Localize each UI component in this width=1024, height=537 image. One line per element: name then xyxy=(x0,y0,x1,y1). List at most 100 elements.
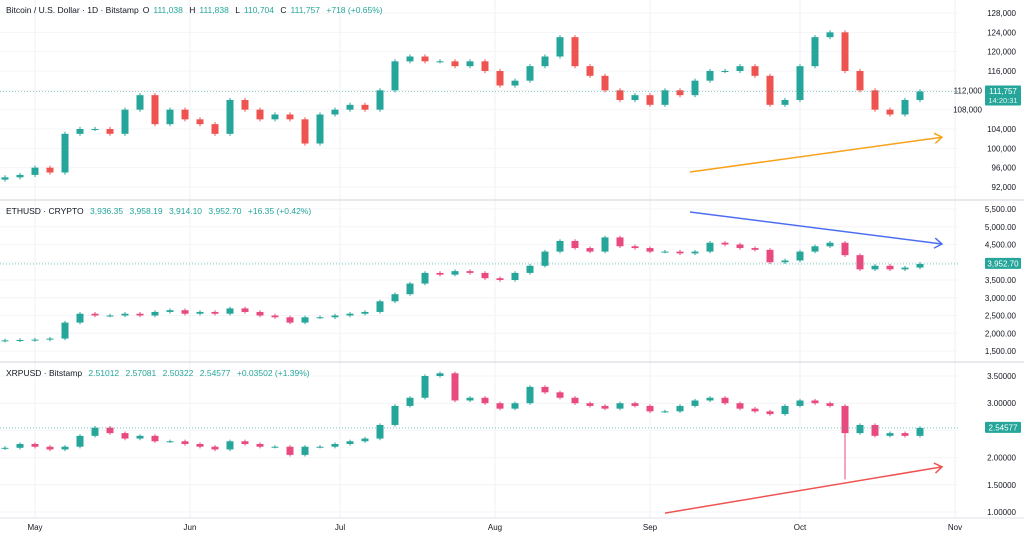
x-tick-label-jul: Jul xyxy=(335,523,345,532)
btc-candle xyxy=(376,88,384,112)
btc-candle xyxy=(31,165,39,178)
xrp-trendline-arrowhead-icon xyxy=(933,462,944,474)
xrp-legend: XRPUSD · Bitstamp 2.51012 2.57081 2.5032… xyxy=(6,368,314,378)
eth-candle-body xyxy=(541,251,549,266)
eth-candle xyxy=(556,239,564,254)
eth-candle-body xyxy=(46,338,54,340)
xrp-candle xyxy=(151,434,159,443)
eth-candle xyxy=(511,271,519,282)
btc-candle xyxy=(196,117,204,127)
eth-close: 3,952.70 xyxy=(208,206,242,216)
btc-candle-body xyxy=(151,95,159,125)
eth-trendline-arrow xyxy=(689,211,943,245)
xrp-candle xyxy=(676,404,684,413)
btc-y-tick-label: 120,000 xyxy=(987,48,1016,57)
xrp-candle xyxy=(496,401,504,411)
xrp-candle-body xyxy=(91,427,99,436)
eth-candle-body xyxy=(691,251,699,254)
xrp-candle-body xyxy=(31,444,39,447)
eth-y-tick-label: 5,000.00 xyxy=(985,223,1017,232)
eth-candle-body xyxy=(841,242,849,256)
btc-candle-body xyxy=(466,61,474,67)
xrp-candle xyxy=(391,404,399,427)
xrp-candle-body xyxy=(796,400,804,406)
btc-candle-body xyxy=(841,32,849,71)
eth-candle-body xyxy=(601,237,609,252)
btc-candle xyxy=(811,35,819,69)
eth-candle-body xyxy=(796,251,804,261)
eth-candle-body xyxy=(316,317,324,319)
eth-y-tick-label: 2,000.00 xyxy=(985,329,1017,338)
xrp-candle xyxy=(91,426,99,438)
xrp-candle xyxy=(451,371,459,403)
xrp-candle-body xyxy=(661,411,669,413)
eth-last-price-badge xyxy=(985,257,1021,269)
btc-candle-body xyxy=(556,37,564,57)
xrp-candle xyxy=(721,396,729,405)
xrp-candle xyxy=(556,390,564,400)
eth-candle-body xyxy=(451,271,459,275)
btc-candle xyxy=(406,54,414,64)
btc-candle-body xyxy=(286,114,294,120)
x-tick-label-oct: Oct xyxy=(794,523,807,532)
btc-last-price-badge xyxy=(985,85,1021,106)
xrp-candle-body xyxy=(706,397,714,401)
btc-y-tick-label: 128,000 xyxy=(987,9,1016,18)
eth-low: 3,914.10 xyxy=(168,206,203,216)
eth-candle xyxy=(886,264,894,272)
eth-candle-body xyxy=(736,244,744,249)
xrp-candle xyxy=(331,442,339,449)
eth-candle xyxy=(496,276,504,282)
eth-candle xyxy=(271,313,279,319)
xrp-candle-body xyxy=(571,397,579,404)
xrp-candle xyxy=(226,439,234,452)
xrp-candle-body xyxy=(331,444,339,447)
btc-candle xyxy=(871,88,879,112)
xrp-candle xyxy=(76,434,84,449)
btc-candle-body xyxy=(856,71,864,91)
eth-candle-body xyxy=(421,272,429,284)
btc-candle xyxy=(346,102,354,112)
btc-candle xyxy=(61,131,69,175)
eth-candle xyxy=(811,244,819,254)
btc-candle xyxy=(121,107,129,136)
btc-candle-body xyxy=(121,109,129,134)
xrp-candle xyxy=(361,436,369,443)
eth-candle xyxy=(526,264,534,275)
xrp-candle xyxy=(601,404,609,411)
btc-y-tick-label: 96,000 xyxy=(992,164,1017,173)
btc-candle xyxy=(916,89,924,103)
btc-candle xyxy=(286,112,294,122)
btc-candle xyxy=(496,68,504,88)
x-tick-label-sep: Sep xyxy=(643,523,658,532)
btc-candle xyxy=(631,93,639,103)
eth-candle xyxy=(871,264,879,272)
btc-candle xyxy=(16,172,24,180)
eth-candle xyxy=(106,313,114,318)
eth-candle-body xyxy=(751,248,759,250)
btc-candle-body xyxy=(196,119,204,125)
btc-candle-body xyxy=(271,114,279,120)
btc-candle xyxy=(661,88,669,107)
eth-candle xyxy=(706,241,714,254)
eth-candle xyxy=(781,258,789,264)
xrp-candle xyxy=(466,396,474,403)
btc-candle-body xyxy=(751,66,759,76)
xrp-candle xyxy=(826,401,834,408)
btc-candle-body xyxy=(1,177,9,180)
xrp-candle-body xyxy=(466,397,474,401)
xrp-candle xyxy=(166,439,174,443)
btc-candle-body xyxy=(316,114,324,144)
eth-candle-body xyxy=(1,340,9,342)
btc-candle-body xyxy=(301,119,309,144)
xrp-y-tick-label: 3.50000 xyxy=(987,372,1016,381)
xrp-candle xyxy=(181,439,189,446)
btc-candle-body xyxy=(871,90,879,110)
xrp-candle xyxy=(661,409,669,413)
eth-candle-body xyxy=(121,313,129,316)
eth-candle xyxy=(541,249,549,268)
xrp-candle xyxy=(841,404,849,480)
btc-change: +718 (+0.65%) xyxy=(326,5,383,15)
btc-open: 111,038 xyxy=(153,5,183,15)
